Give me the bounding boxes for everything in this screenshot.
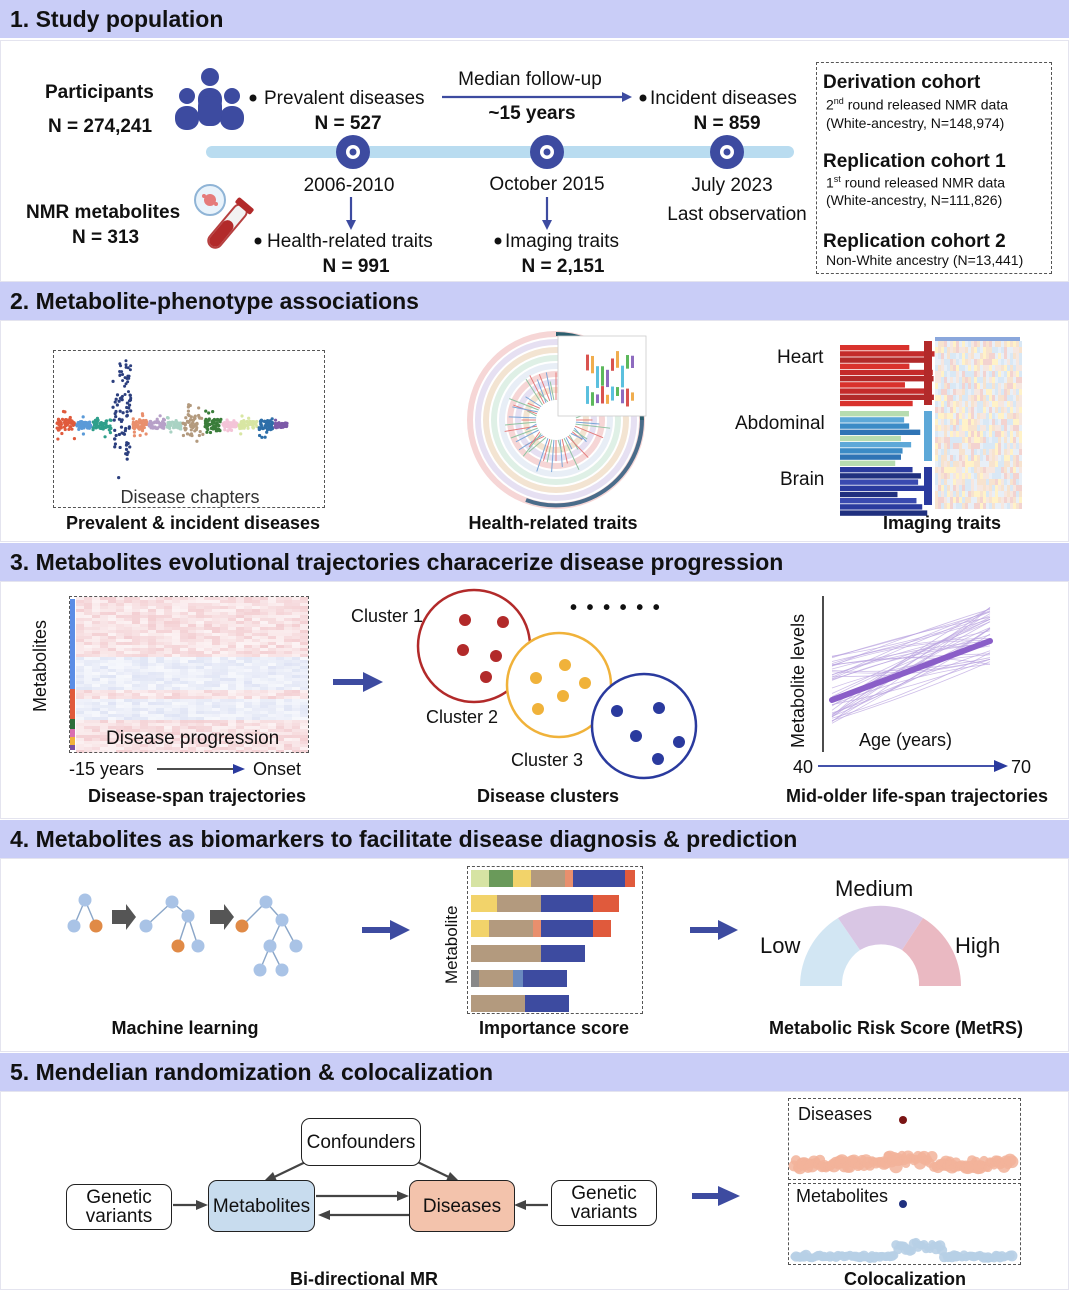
- nmr-count: N = 313: [72, 227, 140, 248]
- cohorts-box: [816, 62, 1052, 274]
- cluster-1-label: Cluster 1: [351, 606, 424, 626]
- importance-bar-plot: [471, 870, 635, 1012]
- imaging-heatmap: [840, 337, 1022, 516]
- age-axis-label: Age (years): [859, 730, 953, 750]
- arrow-right-icon: [157, 764, 245, 774]
- health-traits-caption: Health-related traits: [468, 513, 638, 533]
- trajectory-heatmap-border: [69, 596, 309, 753]
- metrs-caption: Metabolic Risk Score (MetRS): [768, 1018, 1024, 1038]
- health-traits-label: Health-related traits: [267, 231, 433, 252]
- disease-span-caption: Disease-span trajectories: [87, 786, 307, 806]
- arrow-right-icon: [362, 920, 410, 940]
- prevalent-label: Prevalent diseases: [264, 88, 425, 109]
- age-axis-arrow: [818, 760, 1008, 772]
- genetic-variants-right-box: Genetic variants: [551, 1180, 657, 1226]
- risk-medium-label: Medium: [835, 876, 914, 901]
- coloc-diseases-box: [788, 1098, 1021, 1180]
- disease-progression-label: Disease progression: [106, 728, 280, 749]
- machine-learning-caption: Machine learning: [111, 1018, 259, 1038]
- x-end-label: Onset: [253, 759, 302, 779]
- date-last: July 2023: [691, 175, 773, 196]
- replication-cohort-1-title: Replication cohort 1: [823, 151, 1006, 172]
- cluster-2-label: Cluster 2: [426, 707, 499, 727]
- date-baseline: 2006-2010: [303, 175, 395, 196]
- age-start-label: 40: [793, 757, 814, 777]
- coloc-diseases-label: Diseases: [798, 1104, 873, 1124]
- test-tube-icon: [194, 184, 254, 249]
- participants-count: N = 274,241: [48, 116, 153, 137]
- nmr-label: NMR metabolites: [26, 202, 181, 223]
- genetic-variants-left-box: Genetic variants: [66, 1184, 172, 1230]
- organ-abdominal: Abdominal: [735, 413, 825, 434]
- replication-cohort-2-title: Replication cohort 2: [823, 231, 1006, 252]
- trajectory-heatmap: [70, 597, 308, 753]
- followup-label: Median follow-up: [458, 69, 602, 90]
- manhattan-plot: [55, 359, 289, 480]
- last-observation-label: Last observation: [667, 204, 807, 225]
- risk-high-label: High: [955, 933, 1001, 958]
- section-3-header: 3. Metabolites evolutional trajectories …: [0, 543, 1069, 581]
- prevalent-incident-caption: Prevalent & incident diseases: [65, 513, 321, 533]
- derivation-cohort-line2: (White-ancestry, N=148,974): [826, 115, 1005, 131]
- imaging-traits-label: Imaging traits: [505, 231, 620, 252]
- section-4-header: 4. Metabolites as biomarkers to facilita…: [0, 820, 1069, 858]
- confounders-box: Confounders: [301, 1118, 421, 1166]
- replication-cohort-2-line1: Non-White ancestry (N=13,441): [826, 252, 1024, 268]
- health-traits-count: N = 991: [322, 256, 390, 277]
- clusters-diagram: [416, 588, 698, 780]
- derivation-cohort-title: Derivation cohort: [823, 72, 981, 93]
- risk-gauge: [800, 905, 961, 986]
- people-icon: [175, 68, 244, 130]
- disease-clusters-caption: Disease clusters: [476, 786, 620, 806]
- replication-cohort-1-line2: (White-ancestry, N=111,826): [826, 192, 1003, 208]
- disease-chapters-label: Disease chapters: [120, 487, 260, 507]
- prevalent-count: N = 527: [314, 113, 382, 134]
- organ-brain: Brain: [780, 469, 825, 490]
- lifespan-trajectory-plot: [822, 596, 993, 752]
- manhattan-box: [53, 350, 325, 508]
- risk-low-label: Low: [760, 933, 801, 958]
- date-imaging: October 2015: [489, 174, 605, 195]
- x-start-label: -15 years: [69, 759, 145, 779]
- section-1-header: 1. Study population: [0, 0, 1069, 38]
- imaging-traits-caption: Imaging traits: [882, 513, 1002, 533]
- coloc-metabolites-label: Metabolites: [796, 1186, 889, 1206]
- section-2-header: 2. Metabolite-phenotype associations: [0, 282, 1069, 320]
- decision-trees-icon: [67, 893, 303, 977]
- ellipsis-dots: • • • • • •: [570, 597, 662, 619]
- timeline: [206, 92, 794, 245]
- circular-plot: [467, 331, 647, 509]
- cluster-3-label: Cluster 3: [511, 750, 584, 770]
- colocalization-plots: [788, 1116, 1019, 1264]
- age-end-label: 70: [1011, 757, 1032, 777]
- coloc-metabolites-box: [788, 1183, 1021, 1265]
- arrow-right-icon: [333, 672, 383, 692]
- colocalization-caption: Colocalization: [843, 1269, 967, 1289]
- replication-cohort-1-line1: 1st round released NMR data: [826, 174, 1006, 191]
- arrow-right-icon: [690, 920, 738, 940]
- imaging-traits-count: N = 2,151: [521, 256, 605, 277]
- bidirectional-mr-caption: Bi-directional MR: [289, 1269, 439, 1289]
- diseases-box: Diseases: [409, 1180, 515, 1232]
- importance-box: [467, 866, 643, 1014]
- followup-value: ~15 years: [488, 103, 576, 124]
- section-5-header: 5. Mendelian randomization & colocalizat…: [0, 1053, 1069, 1091]
- metabolites-box: Metabolites: [208, 1180, 315, 1232]
- life-span-caption: Mid-older life-span trajectories: [785, 786, 1049, 806]
- derivation-cohort-line1: 2nd round released NMR data: [826, 96, 1009, 113]
- incident-count: N = 859: [693, 113, 761, 134]
- participants-label: Participants: [45, 82, 154, 103]
- importance-score-caption: Importance score: [478, 1018, 630, 1038]
- organ-heart: Heart: [777, 347, 824, 368]
- incident-label: Incident diseases: [650, 88, 797, 109]
